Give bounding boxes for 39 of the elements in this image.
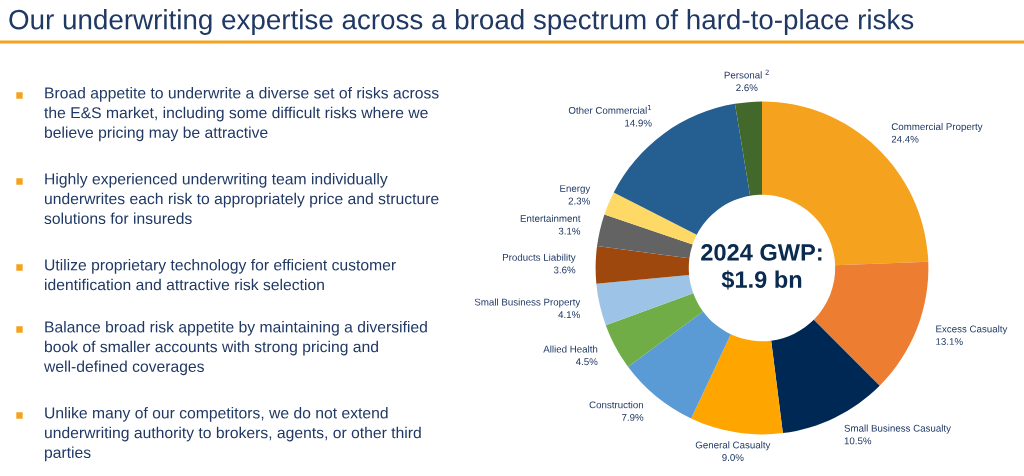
donut-slice [595,246,690,284]
slice-label: Construction [589,401,644,409]
data-label: 9.0% [722,454,744,461]
donut-slice [605,293,704,367]
data-label: 2.3% [568,197,590,205]
text: Broad appetite to underwrite a diverse set of risks across the E&S market, including some difficult risks where we believe pricing may be attractive [44,87,439,142]
data-label: 2.6% [736,84,758,92]
slice-label: Other Commercial$^{1}$ [568,105,652,114]
donut-slice [596,274,694,326]
donut-slice [734,101,762,196]
donut-slice [604,192,697,245]
data-label: 4.5% [575,358,598,366]
slice-label: Small Business Property [474,298,581,308]
text: Highly experienced underwriting team individually underwrites each risk to appropriately price and structure solutions for insureds [44,173,439,225]
slice-label: Products Liability [502,253,576,263]
slice-label: Personal $^{2}$ [724,69,769,79]
data-label: 13.1% [936,338,963,345]
slice-label: General Casualty [695,441,771,451]
slice-label: Energy [560,185,591,194]
data-label: 3.1% [558,227,581,235]
donut-slice [813,261,929,386]
data-label: 7.9% [622,413,644,421]
text: 2024 GWP: $1.9 bn [701,244,822,290]
donut-slice [691,334,783,435]
chart-title: Our underwriting expertise across a broad spectrum of hard-to-place risks [9,9,914,35]
slice-label: Commercial Property [891,122,983,132]
data-label: 3.6% [553,266,576,274]
slice-label: Excess Casualty [936,325,1008,335]
slice-label: Allied Health [543,345,598,353]
data-label: 4.1% [558,311,580,319]
donut-slice [597,214,693,259]
data-label: 14.9% [625,119,652,127]
slice-label: Entertainment [520,214,581,222]
data-label: 24.4% [891,135,919,143]
text: Unlike many of our competitors, we do not extend underwriting authority to brokers, agents, or other third parties [45,407,421,462]
data-label: 10.5% [844,437,872,445]
text: Balance broad risk appetite by maintaining a diversified book of smaller accounts with strong pricing and well-defined coverages [43,321,427,376]
text: Utilize proprietary technology for efficient customer identification and attractive risk selection [45,259,396,291]
slice-label: Small Business Casualty [844,424,951,434]
